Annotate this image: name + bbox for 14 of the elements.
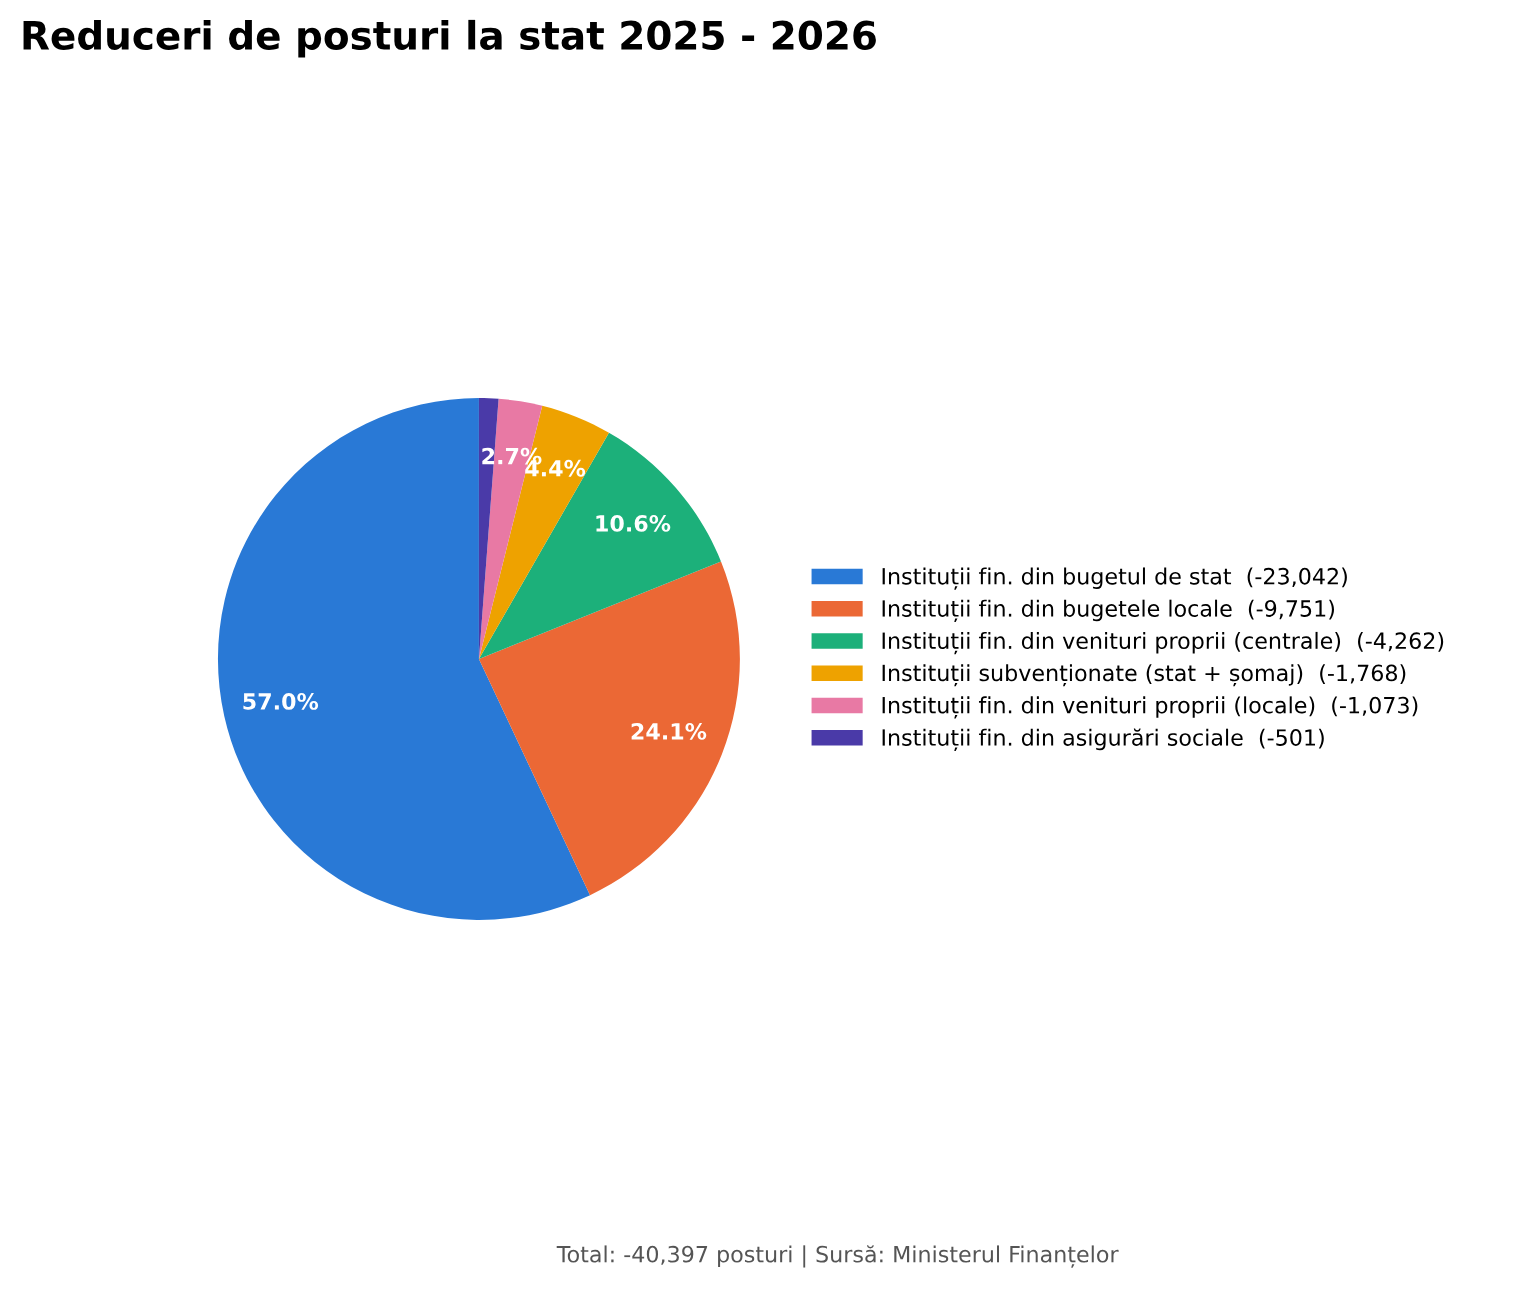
pie-slice — [478, 432, 721, 659]
data-label: 10.6% — [596, 514, 671, 532]
legend-label: Instituții subvenționate (stat + șomaj) (-1,768) — [882, 664, 1406, 687]
pie-slice — [217, 398, 591, 920]
legend-label: Instituții fin. din bugetul de stat (-23,042) — [882, 567, 1347, 590]
chart-title: Reduceri de posturi la stat 2025 - 2026 — [23, 19, 876, 58]
text: Total: -40,397 posturi | Sursă: Ministerul Finanțelor — [556, 1245, 1119, 1268]
legend-label: Instituții fin. din bugetele locale (-9,751) — [882, 599, 1335, 622]
legend-label: Instituții fin. din venituri proprii (locale) (-1,073) — [882, 696, 1418, 719]
legend-label: Instituții fin. din asigurări sociale (-501) — [882, 728, 1324, 751]
pie-slice — [478, 561, 740, 896]
data-label: 24.1% — [631, 722, 707, 740]
data-label: 57.0% — [243, 693, 319, 710]
legend-label: Instituții fin. din venituri proprii (centrale) (-4,262) — [882, 631, 1444, 655]
